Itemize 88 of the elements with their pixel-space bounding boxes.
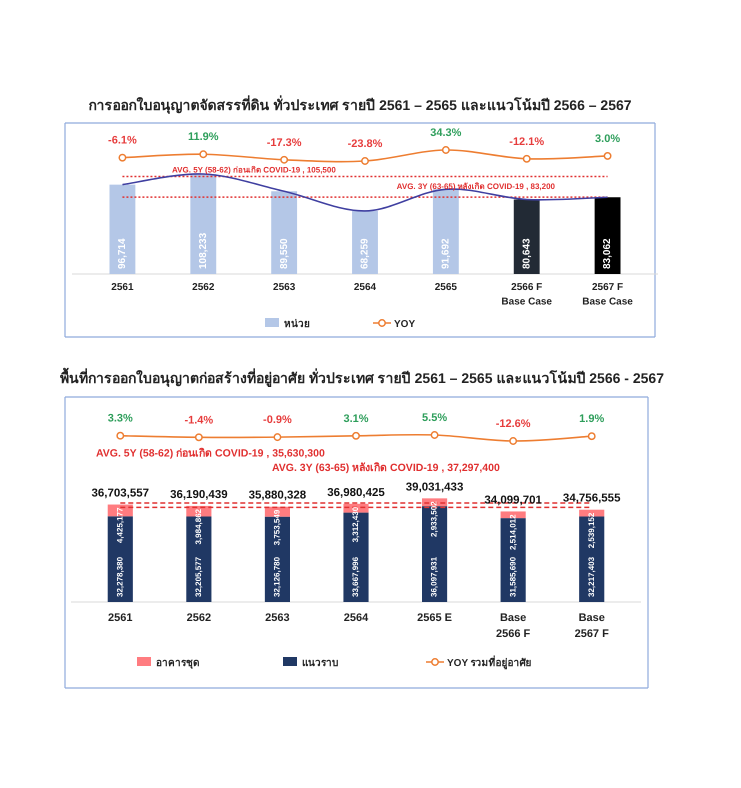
x-tick-label: 2567 F Base Case <box>582 282 634 308</box>
data-label: -6.1% <box>108 134 138 147</box>
bar <box>190 174 216 274</box>
bar <box>432 189 459 274</box>
point <box>352 432 360 440</box>
data-label: -1.4% <box>184 414 214 426</box>
data-label: 32,126,780 <box>272 556 282 597</box>
data-label: 80,643 <box>521 238 532 269</box>
data-label: -0.9% <box>263 414 292 426</box>
point <box>430 431 439 439</box>
bar <box>352 210 378 274</box>
data-label: 32,278,380 <box>115 556 124 597</box>
x-tick-label: 2564 <box>344 612 370 624</box>
data-label: -12.6% <box>496 418 531 430</box>
data-label: 32,205,577 <box>194 556 203 597</box>
legend-label: แนวราบ <box>302 658 338 669</box>
legend-label: อาคารชุด <box>156 658 199 669</box>
data-label: 3.3% <box>108 412 134 425</box>
legend-label: หน่วย <box>284 318 310 330</box>
bar <box>271 191 298 274</box>
point <box>588 432 596 440</box>
data-label: 96,714 <box>117 238 128 269</box>
point <box>522 154 531 163</box>
ref-line-label: AVG. 3Y (63-65) หลังเกิด COVID-19 , 37,297,400 <box>272 462 500 474</box>
data-label: 4,425,177 <box>115 506 124 544</box>
data-label: 108,233 <box>198 232 209 269</box>
data-label: 91,692 <box>440 238 452 269</box>
data-label: 36,097,931 <box>430 556 439 597</box>
data-label: 33,667,996 <box>351 556 360 597</box>
x-tick-label: 2566 F Base Case <box>501 282 552 308</box>
x-tick-label: 2561 <box>111 282 134 293</box>
x-tick-label: 2563 <box>265 612 290 624</box>
data-label: 3,984,862 <box>194 508 203 544</box>
data-label: 3,312,430 <box>351 506 360 542</box>
total-label: 36,703,557 <box>92 488 150 500</box>
x-tick-label: 2565 <box>434 282 458 293</box>
data-label: 3.0% <box>595 132 620 145</box>
total-label: 34,099,701 <box>484 494 543 506</box>
data-label: -17.3% <box>266 136 302 149</box>
total-label: 35,880,328 <box>248 490 307 502</box>
x-tick-label: 2564 <box>354 282 377 293</box>
data-label: 32,217,403 <box>586 556 596 597</box>
x-tick-label: 2563 <box>273 282 296 293</box>
chart-title: พื้นที่การออกใบอนุญาตก่อสร้างที่อยู่อาศัย ทั่วประเทศ รายปี 2561 – 2565 และแนวโน้มปี 2566 - 2567 <box>60 367 664 387</box>
point <box>116 432 124 440</box>
data-label: -12.1% <box>509 136 544 148</box>
data-label: 31,585,690 <box>508 556 518 597</box>
bar <box>109 184 136 274</box>
x-tick-label: 2562 <box>186 612 212 624</box>
total-label: 36,980,425 <box>327 486 386 499</box>
data-label: 11.9% <box>188 131 219 144</box>
data-label: 68,259 <box>360 238 371 269</box>
chart-title: การออกใบอนุญาตจัดสรรที่ดิน ทั่วประเทศ รายปี 2561 – 2565 และแนวโน้มปี 2566 – 2567 <box>88 95 632 114</box>
data-label: 83,062 <box>602 238 614 269</box>
ref-line-label: AVG. 5Y (58-62) ก่อนเกิด COVID-19 , 105,500 <box>172 166 336 175</box>
point <box>604 152 612 160</box>
x-tick-label: 2562 <box>192 282 215 293</box>
data-label: 89,550 <box>278 238 290 269</box>
ref-line-label: AVG. 5Y (58-62) ก่อนเกิด COVID-19 , 35,630,300 <box>96 447 325 460</box>
total-label: 34,756,555 <box>562 492 622 505</box>
ref-line-label: AVG. 3Y (63-65) หลังเกิด COVID-19 , 83,200 <box>396 182 556 192</box>
x-tick-label: 2561 <box>108 612 133 624</box>
data-label: 3,753,549 <box>272 509 282 546</box>
data-label: 1.9% <box>579 413 604 426</box>
x-tick-label: 2565 E <box>417 612 452 624</box>
bar <box>594 197 621 274</box>
data-label: 2,933,502 <box>430 500 439 537</box>
legend-label: YOY รวมที่อยู่อาศัย <box>447 655 532 670</box>
point <box>361 157 369 165</box>
point <box>194 433 203 442</box>
point <box>199 150 208 158</box>
bar <box>514 199 540 274</box>
data-label: 5.5% <box>422 412 448 424</box>
point <box>118 154 126 162</box>
point <box>280 156 288 164</box>
point <box>442 146 450 154</box>
x-tick-label: Base 2566 F <box>496 612 531 640</box>
x-tick-label: Base 2567 F <box>574 612 610 640</box>
point <box>509 437 518 445</box>
legend-label: YOY <box>394 319 416 330</box>
data-label: 3.1% <box>343 412 369 425</box>
total-label: 36,190,439 <box>170 488 228 501</box>
point <box>273 433 282 442</box>
data-label: 2,514,012 <box>508 514 518 550</box>
total-label: 39,031,433 <box>406 481 464 494</box>
data-label: 34.3% <box>430 127 462 139</box>
data-label: 2,539,152 <box>586 512 596 548</box>
data-label: -23.8% <box>348 138 383 150</box>
